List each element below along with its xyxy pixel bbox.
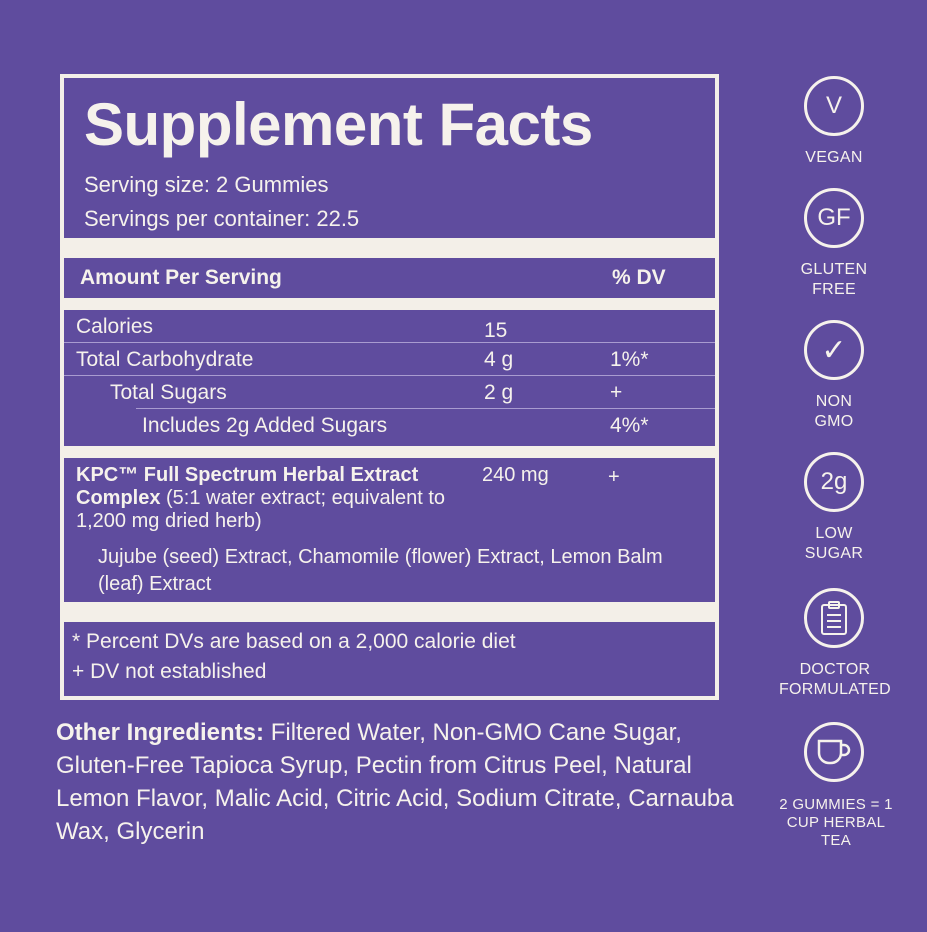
badge-gluten-free: GF GLUTEN FREE [775, 188, 893, 300]
kpc-dv: + [608, 466, 620, 488]
badge-low-sugar: 2g LOW SUGAR [775, 452, 893, 564]
badge-label: LOW SUGAR [804, 525, 864, 562]
checkmark-icon: ✓ [804, 320, 864, 380]
table-row: Includes 2g Added Sugars 4%* [64, 409, 715, 442]
vegan-icon: V [804, 76, 864, 136]
clipboard-icon [804, 588, 864, 648]
other-ingredients: Other Ingredients: Filtered Water, Non-G… [56, 716, 736, 848]
nutrient-amount: 2 g [484, 381, 514, 404]
table-row: Calories 15 [64, 310, 715, 343]
other-ingredients-text: Filtered Water, Non-GMO Cane Sugar, Glut… [56, 719, 734, 845]
nutrient-dv: + [610, 381, 623, 404]
footnote: * Percent DVs are based on a 2,000 calor… [72, 630, 516, 653]
nutrient-name: Includes 2g Added Sugars [142, 414, 388, 437]
badge-label: DOCTOR FORMULATED [778, 661, 892, 698]
table-row: Total Carbohydrate 4 g 1%* [64, 343, 715, 376]
kpc-ingredients: Jujube (seed) Extract, Chamomile (flower… [98, 546, 663, 595]
nutrient-amount: 15 [484, 319, 508, 342]
nutrient-dv: 1%* [610, 348, 649, 371]
kpc-name: KPC™ Full Spectrum Herbal Extract Comple… [76, 464, 476, 533]
other-ingredients-label: Other Ingredients: [56, 719, 265, 746]
nutrients-section: Calories 15 Total Carbohydrate 4 g 1%* Tota… [64, 310, 715, 446]
nutrient-name: Total Sugars [110, 381, 227, 404]
nutrient-name: Total Carbohydrate [76, 348, 254, 371]
badge-label: VEGAN [805, 149, 863, 166]
badge-herbal-tea: 2 GUMMIES = 1 CUP HERBAL TEA [775, 722, 893, 850]
cup-icon [804, 722, 864, 782]
amount-per-serving-label: Amount Per Serving [80, 266, 282, 289]
table-row: Total Sugars 2 g + [110, 376, 715, 409]
badge-non-gmo: ✓ NON GMO [775, 320, 893, 432]
serving-size: Serving size: 2 Gummies [84, 172, 329, 197]
footnotes-section: * Percent DVs are based on a 2,000 calor… [64, 622, 715, 696]
badge-vegan: V VEGAN [775, 76, 893, 168]
supplement-facts-panel: Supplement Facts Serving size: 2 Gummies… [60, 74, 719, 700]
nutrient-amount: 4 g [484, 348, 514, 371]
page-title: Supplement Facts [84, 91, 593, 158]
badge-doctor-formulated: DOCTOR FORMULATED [775, 588, 893, 700]
footnote: + DV not established [72, 660, 267, 683]
nutrient-name: Calories [76, 315, 154, 338]
dv-label: % DV [612, 266, 666, 289]
badge-label: GLUTEN FREE [800, 261, 868, 298]
amount-header: Amount Per Serving % DV [64, 258, 715, 298]
badge-label: NON GMO [814, 393, 854, 430]
kpc-amount: 240 mg [482, 464, 549, 486]
kpc-section: KPC™ Full Spectrum Herbal Extract Comple… [64, 458, 715, 602]
title-section: Supplement Facts Serving size: 2 Gummies… [64, 78, 715, 238]
servings-per-container: Servings per container: 22.5 [84, 206, 360, 231]
kpc-name-detail: (5:1 water extract; equivalent to 1,200 … [76, 487, 446, 532]
badge-label: 2 GUMMIES = 1 CUP HERBAL TEA [779, 796, 893, 849]
kpc-name-bold: KPC™ Full Spectrum Herbal Extract Comple… [76, 464, 419, 509]
gluten-free-icon: GF [804, 188, 864, 248]
low-sugar-icon: 2g [804, 452, 864, 512]
nutrient-dv: 4%* [610, 414, 649, 437]
